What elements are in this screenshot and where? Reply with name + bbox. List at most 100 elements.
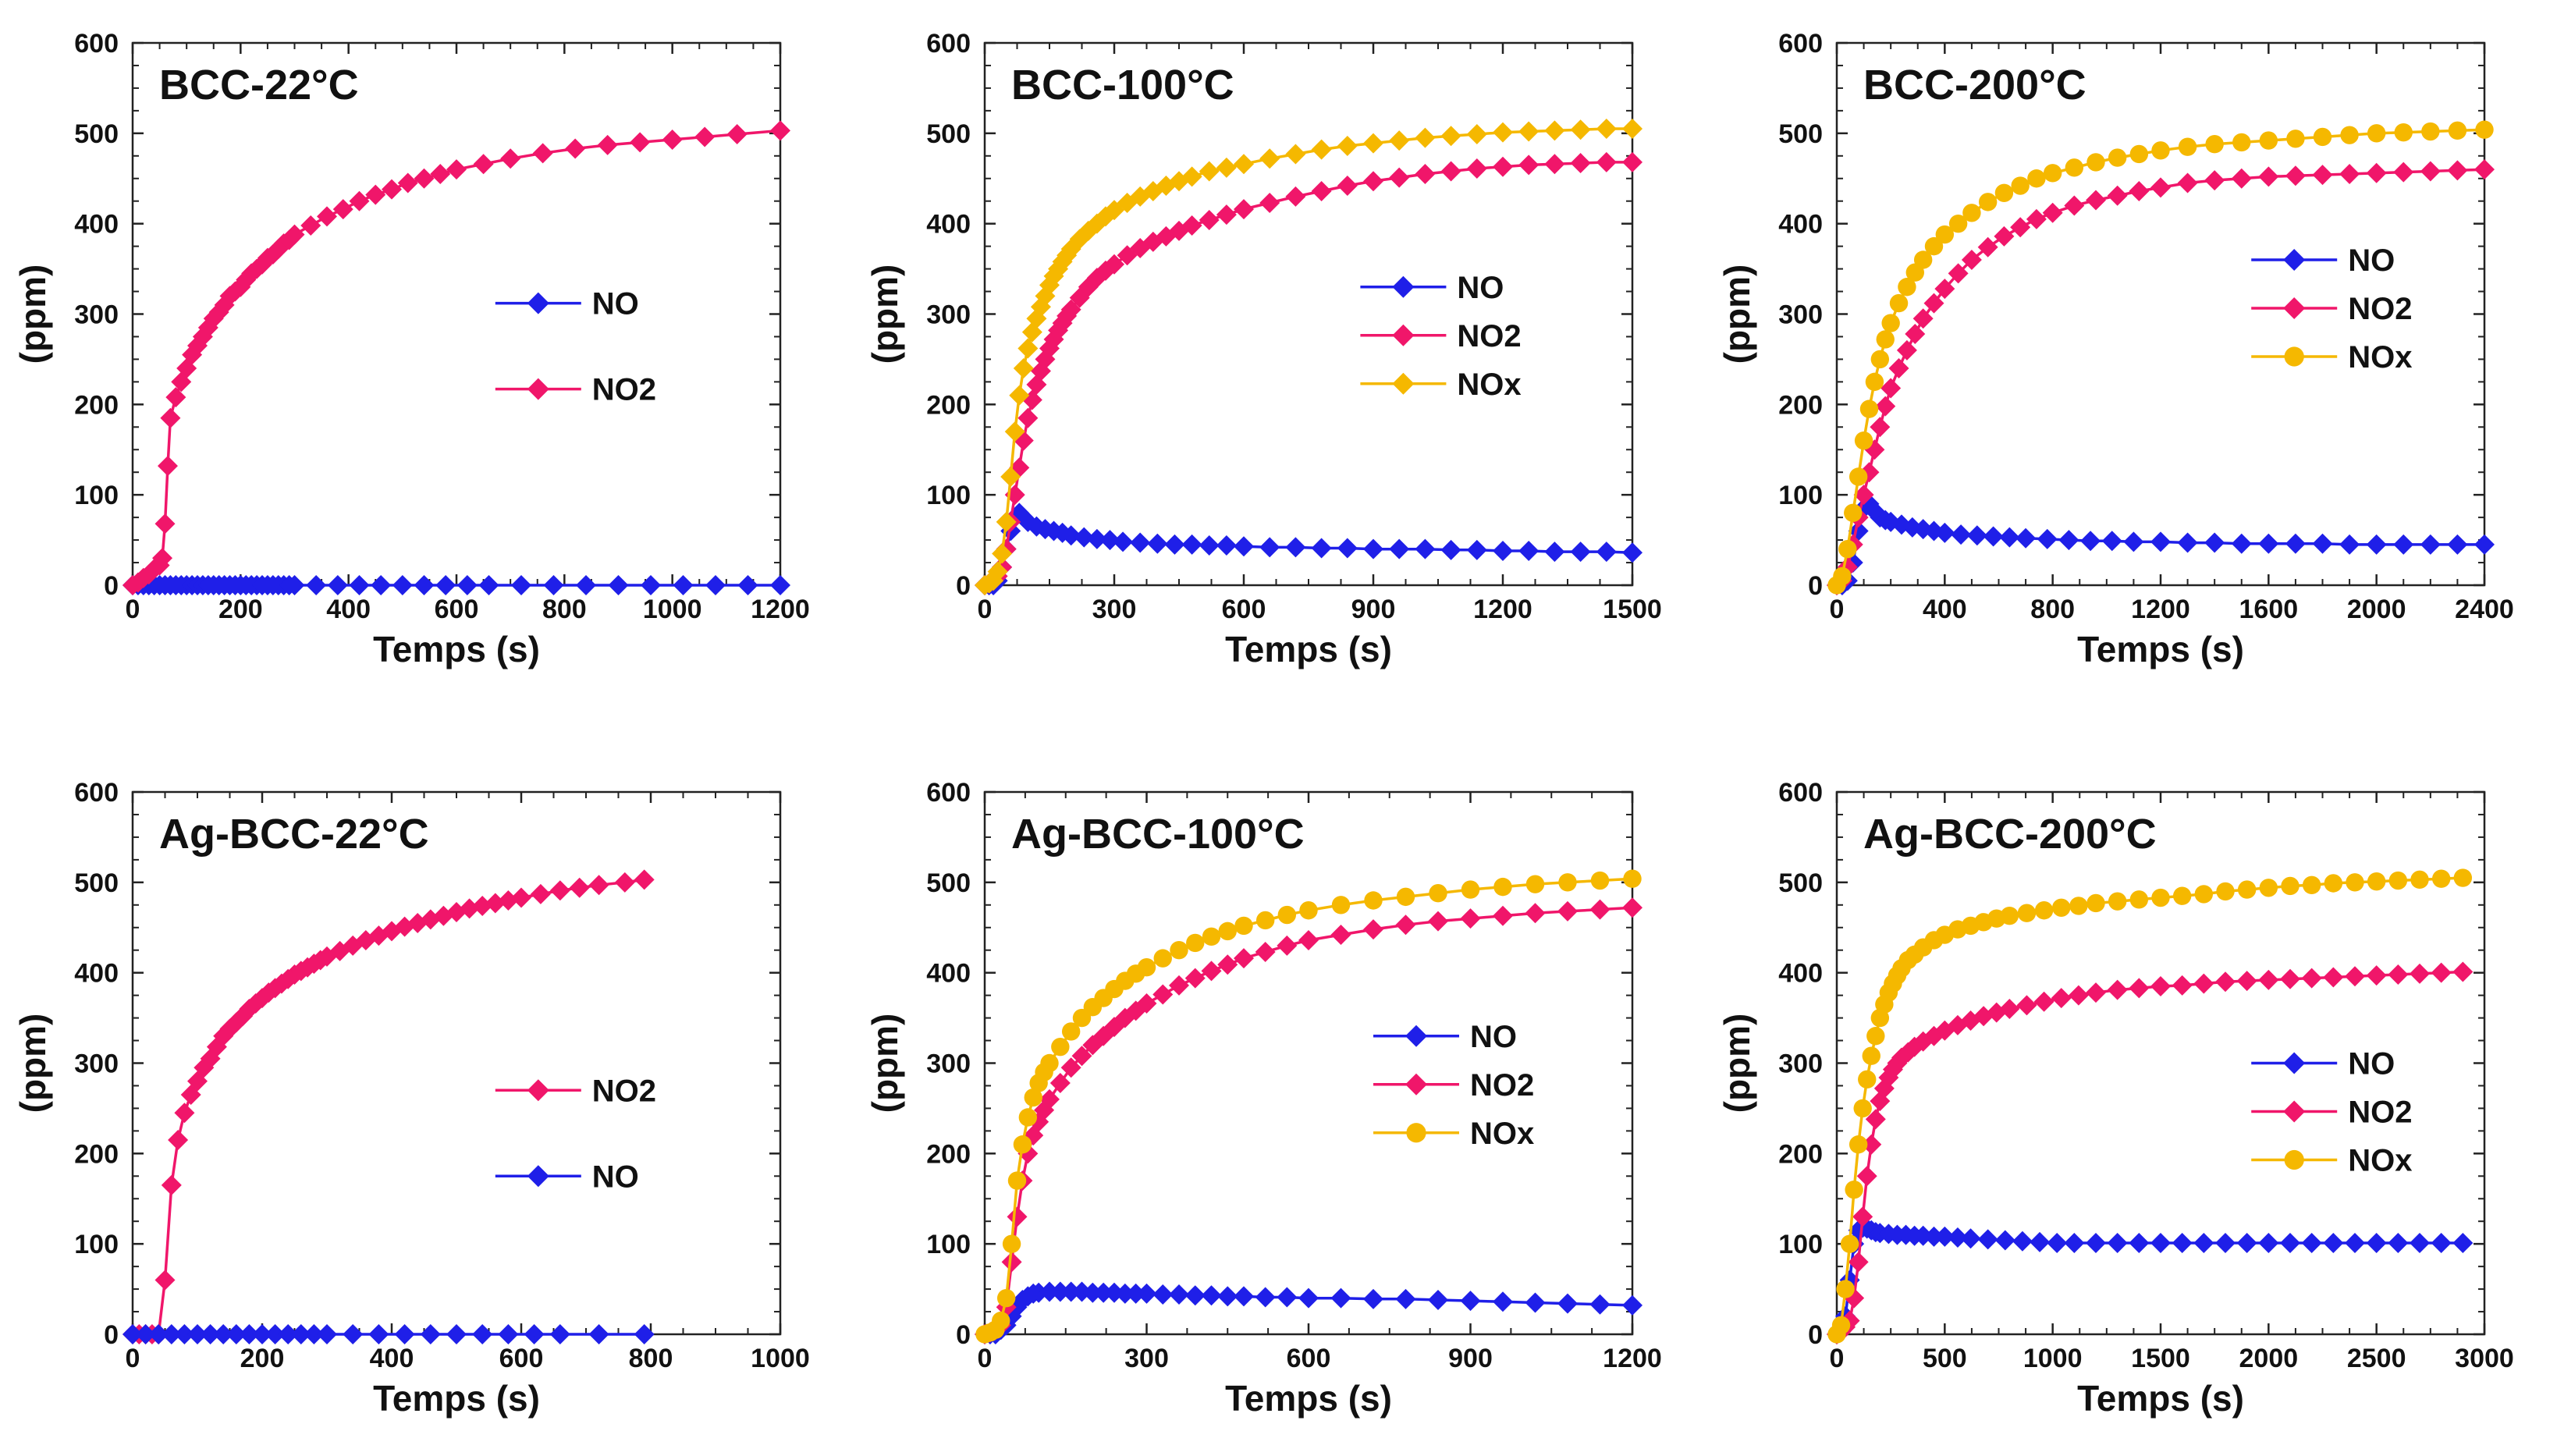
- bcc-200c-y-tick-label: 0: [1808, 571, 1823, 601]
- bcc-100c-series-nox-point: [1030, 297, 1051, 318]
- bcc-200c-legend-label-nox: NOx: [2348, 340, 2412, 375]
- ag-bcc-100c-y-tick-label: 400: [926, 959, 971, 989]
- ag-bcc-100c-series-no-point: [1217, 1286, 1238, 1307]
- ag-bcc-22c-series-no2-point: [485, 893, 506, 914]
- chart-panel-ag-bcc-200: 0 500 1000 1500 2000 2500 3000 0 100 200 300 400 500…: [1704, 749, 2556, 1455]
- ag-bcc-100c-y-tick-label: 0: [956, 1320, 971, 1350]
- bcc-22c-series-no2-point: [284, 224, 305, 245]
- bcc-200c-series-no2-point: [1896, 339, 1917, 360]
- ag-bcc-200c-series-no2-point: [1861, 1134, 1882, 1155]
- bcc-100c-series-nox-point: [1363, 133, 1383, 154]
- ag-bcc-200c-series-no-point: [2107, 1233, 2128, 1254]
- bcc-200c-series-nox-point: [2286, 130, 2305, 148]
- bcc-200c-series-no-point: [2080, 531, 2101, 552]
- bcc-100c-series-no2-point: [1440, 161, 1461, 182]
- bcc-200c-legend-marker-no: [2283, 249, 2306, 271]
- ag-bcc-200c-series-nox-point: [2388, 871, 2408, 890]
- bcc-100c-series-no-point: [1130, 532, 1151, 553]
- bcc-200c-series-no-point: [2393, 534, 2414, 555]
- ag-bcc-100c-y-tick-label: 600: [926, 778, 971, 808]
- bcc-100c-series-nox-point: [1259, 148, 1280, 169]
- ag-bcc-200c-series-no-point: [2129, 1233, 2150, 1254]
- ag-bcc-100c-x-tick-label: 1200: [1603, 1344, 1662, 1373]
- bcc-22c-y-tick-label: 300: [74, 300, 119, 330]
- bcc-200c-series-no-point: [2101, 531, 2122, 552]
- bcc-100c-series-nox-point: [1544, 120, 1565, 141]
- bcc-100c-legend-marker-no: [1392, 275, 1415, 298]
- ag-bcc-100c-series-nox-point: [1396, 887, 1415, 907]
- bcc-22c-series-no2-point: [157, 456, 178, 477]
- ag-bcc-100c-series-nox-point: [1277, 905, 1297, 925]
- bcc-100c-series-nox-point: [996, 511, 1017, 532]
- bcc-200c-series-nox-point: [1833, 566, 1852, 586]
- ag-bcc-100c-series-no-point: [1234, 1286, 1254, 1307]
- bcc-100c-series-no2-point: [1518, 154, 1540, 176]
- ag-bcc-200c-legend-marker-no2: [2283, 1100, 2306, 1123]
- ag-bcc-200c-series-no2-point: [1999, 999, 2020, 1019]
- bcc-100c-series-nox-point: [1017, 338, 1039, 359]
- ag-bcc-100c-series-no-point: [1169, 1284, 1189, 1305]
- ag-bcc-100c-series-nox-point: [1429, 884, 1447, 903]
- ag-bcc-22c-series-no-point: [498, 1324, 519, 1344]
- bcc-200c-series-no2-point: [2064, 195, 2085, 216]
- ag-bcc-100c-legend-label-nox: NOx: [1470, 1117, 1534, 1151]
- ag-bcc-22c-series-no-point: [343, 1324, 364, 1344]
- ag-bcc-100c-series-nox-point: [1153, 949, 1172, 968]
- ag-bcc-200c-series-nox-point: [1848, 1135, 1868, 1154]
- ag-bcc-200c-series-nox-point: [1853, 1099, 1872, 1118]
- ag-bcc-100c-series-no2-point: [1136, 993, 1157, 1014]
- bcc-200c-legend: NO NO2 NOx: [2251, 243, 2412, 375]
- bcc-200c-series-no2-point: [1837, 556, 1858, 577]
- ag-bcc-100c-series-no-point: [1622, 1294, 1643, 1316]
- ag-bcc-200c-series-no2-point: [1848, 1252, 1869, 1273]
- ag-bcc-200c-series-nox-point: [2367, 872, 2386, 891]
- bcc-100c-y-tick-label: 300: [926, 300, 971, 330]
- bcc-200c-series-no2-point: [2231, 168, 2252, 189]
- bcc-200c-series-no2-point: [2010, 217, 2031, 238]
- chart-svg-ag-bcc-100: 0 300 600 900 1200 0 100 200 300 400 500 600 Temps (…: [865, 778, 1662, 1419]
- ag-bcc-100c-series-no-point: [1493, 1291, 1513, 1312]
- ag-bcc-22c-legend-marker-no: [527, 1165, 549, 1188]
- ag-bcc-200c-y-tick-label: 500: [1778, 868, 1823, 898]
- ag-bcc-22c-series-no-point: [317, 1324, 337, 1344]
- ag-bcc-100c-series-no2-point: [1460, 908, 1481, 929]
- bcc-200c-series-no-point: [2150, 531, 2171, 552]
- ag-bcc-100c-legend-label-no2: NO2: [1470, 1068, 1534, 1103]
- ag-bcc-100c-series-no2-point: [1255, 942, 1276, 963]
- ag-bcc-200c-series-no2-point: [1912, 1031, 1934, 1052]
- ag-bcc-200c-series-no2-point: [1986, 1002, 2007, 1023]
- bcc-200c-series-no-point: [2312, 533, 2333, 554]
- bcc-100c-series-no-point: [1389, 538, 1410, 559]
- ag-bcc-22c-series-no-point: [524, 1324, 545, 1344]
- ag-bcc-22c-series-no2-point: [569, 877, 590, 898]
- bcc-100c-series-nox-point: [1095, 206, 1116, 227]
- bcc-100c-series-no-point: [1440, 539, 1461, 560]
- ag-bcc-200c-series-no2-point: [2068, 985, 2089, 1006]
- bcc-100c-series-no2-point: [1060, 299, 1081, 320]
- ag-bcc-200c-series-no-point: [2193, 1233, 2214, 1254]
- ag-bcc-100c-series-no2-point: [1104, 1017, 1124, 1038]
- ag-bcc-100c-x-axis-label: Temps (s): [1225, 1378, 1392, 1419]
- ag-bcc-200c-series-no-point: [2236, 1233, 2257, 1254]
- bcc-100c-series-no-point: [1035, 519, 1056, 540]
- bcc-200c-series-nox-point: [1948, 214, 1968, 233]
- bcc-100c-series-no-point: [1074, 527, 1095, 548]
- bcc-22c-y-tick-label: 0: [104, 571, 119, 601]
- bcc-200c-series-no-point: [2177, 532, 2198, 553]
- ag-bcc-200c-x-tick-label: 1000: [2023, 1344, 2083, 1373]
- ag-bcc-100c-series-no-point: [1114, 1283, 1135, 1304]
- bcc-100c-series-no2-point: [1030, 360, 1051, 382]
- bcc-22c-series-no2-point: [182, 344, 203, 365]
- bcc-200c-series-nox-point: [1962, 204, 1981, 222]
- ag-bcc-100c-series-no-point: [1525, 1292, 1546, 1313]
- ag-bcc-100c-series-no2-point: [1525, 903, 1546, 924]
- ag-bcc-200c-x-tick-label: 3000: [2455, 1344, 2514, 1373]
- bcc-22c-legend-label-no: NO: [592, 287, 639, 321]
- bcc-200c-y-tick-label: 400: [1778, 210, 1823, 240]
- bcc-200c-series-nox-point: [2086, 153, 2105, 172]
- bcc-100c-series-no2-point: [1199, 210, 1220, 231]
- chart-panel-ag-bcc-100: 0 300 600 900 1200 0 100 200 300 400 500 600 Temps (…: [852, 749, 1704, 1455]
- bcc-22c-series-no-point: [478, 575, 499, 595]
- bcc-100c-series-no2-point: [1596, 151, 1617, 172]
- ag-bcc-22c-series-no-point: [588, 1324, 609, 1344]
